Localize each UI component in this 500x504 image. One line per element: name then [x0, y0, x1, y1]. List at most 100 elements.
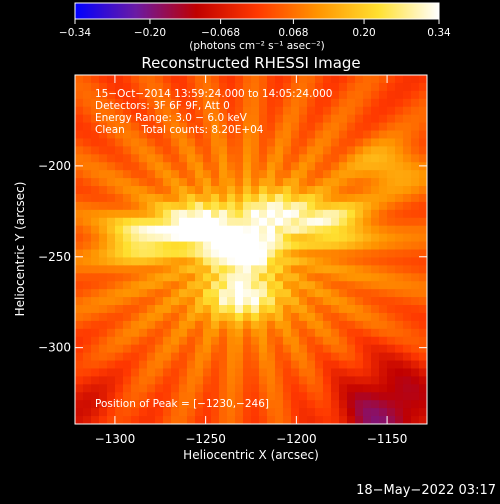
heatmap-cell	[155, 241, 164, 251]
heatmap-cell	[363, 209, 372, 219]
heatmap-cell	[243, 281, 252, 290]
heatmap-cell	[371, 297, 380, 306]
heatmap-cell	[203, 225, 212, 235]
heatmap-cell	[115, 209, 124, 219]
heatmap-cell	[211, 193, 220, 203]
heatmap-cell	[355, 257, 364, 266]
heatmap-cell	[195, 106, 204, 116]
heatmap-cell	[363, 360, 372, 370]
heatmap-cell	[275, 297, 284, 306]
heatmap-cell	[139, 376, 148, 385]
heatmap-cell	[371, 98, 380, 108]
heatmap-cell	[227, 217, 236, 227]
heatmap-cell	[339, 344, 348, 354]
heatmap-cell	[203, 281, 212, 290]
heatmap-cell	[419, 400, 427, 409]
heatmap-cell	[91, 138, 100, 147]
heatmap-cell	[307, 249, 316, 259]
heatmap-cell	[91, 162, 100, 171]
heatmap-cell	[115, 384, 124, 393]
heatmap-cell	[411, 146, 420, 155]
heatmap-cell	[179, 146, 188, 155]
heatmap-cell	[107, 344, 116, 354]
heatmap-cell	[187, 233, 196, 243]
heatmap-cell	[211, 400, 220, 409]
heatmap-cell	[315, 265, 324, 274]
heatmap-cell	[283, 312, 292, 322]
heatmap-cell	[115, 305, 124, 314]
heatmap-cell	[291, 416, 300, 424]
heatmap-cell	[147, 241, 156, 251]
heatmap-cell	[219, 384, 228, 393]
heatmap-cell	[195, 98, 204, 108]
heatmap-cell	[227, 320, 236, 330]
heatmap-cell	[331, 241, 340, 251]
heatmap-cell	[275, 273, 284, 282]
heatmap-cell	[147, 305, 156, 314]
heatmap-cell	[347, 233, 356, 243]
heatmap-cell	[259, 146, 268, 155]
heatmap-cell	[235, 257, 244, 266]
heatmap-cell	[419, 201, 427, 211]
heatmap-cell	[195, 352, 204, 362]
heatmap-cell	[291, 75, 300, 84]
heatmap-cell	[123, 225, 132, 235]
heatmap-cell	[147, 75, 156, 84]
heatmap-cell	[83, 138, 92, 147]
heatmap-cell	[299, 352, 308, 362]
heatmap-cell	[275, 90, 284, 100]
heatmap-cell	[267, 122, 276, 132]
heatmap-cell	[163, 106, 172, 116]
heatmap-cell	[363, 217, 372, 227]
heatmap-cell	[211, 289, 220, 298]
heatmap-cell	[259, 82, 268, 92]
heatmap-cell	[163, 130, 172, 140]
colorbar-tick-label: 0.34	[427, 27, 451, 39]
heatmap-cell	[395, 400, 404, 409]
heatmap-cell	[219, 98, 228, 108]
heatmap-cell	[355, 305, 364, 314]
heatmap-cell	[163, 336, 172, 346]
heatmap-cell	[99, 312, 108, 322]
heatmap-cell	[123, 233, 132, 243]
heatmap-cell	[339, 193, 348, 203]
heatmap-cell	[147, 392, 156, 401]
heatmap-cell	[283, 400, 292, 409]
heatmap-cell	[339, 98, 348, 108]
heatmap-cell	[355, 265, 364, 274]
heatmap-cell	[315, 257, 324, 266]
heatmap-cell	[403, 408, 412, 417]
heatmap-cell	[371, 209, 380, 219]
heatmap-cell	[363, 320, 372, 330]
heatmap-cell	[275, 82, 284, 92]
heatmap-cell	[99, 138, 108, 147]
heatmap-cell	[299, 265, 308, 274]
heatmap-cell	[123, 130, 132, 140]
heatmap-cell	[331, 170, 340, 179]
heatmap-cell	[275, 162, 284, 171]
heatmap-cell	[291, 225, 300, 235]
heatmap-cell	[259, 193, 268, 203]
heatmap-cell	[115, 392, 124, 401]
heatmap-cell	[267, 352, 276, 362]
heatmap-cell	[355, 225, 364, 235]
heatmap-cell	[171, 154, 180, 163]
heatmap-cell	[115, 162, 124, 171]
heatmap-cell	[99, 297, 108, 306]
heatmap-cell	[179, 320, 188, 330]
heatmap-cell	[299, 408, 308, 417]
heatmap-cell	[91, 328, 100, 338]
heatmap-cell	[331, 106, 340, 116]
heatmap-cell	[395, 98, 404, 108]
heatmap-cell	[419, 146, 427, 155]
heatmap-cell	[339, 75, 348, 84]
heatmap-cell	[299, 90, 308, 100]
heatmap-cell	[275, 336, 284, 346]
heatmap-cell	[371, 384, 380, 393]
heatmap-cell	[275, 320, 284, 330]
x-axis-ticks	[114, 75, 388, 424]
heatmap-cell	[275, 225, 284, 235]
heatmap-cell	[395, 249, 404, 259]
heatmap-cell	[131, 217, 140, 227]
heatmap-cell	[299, 75, 308, 84]
